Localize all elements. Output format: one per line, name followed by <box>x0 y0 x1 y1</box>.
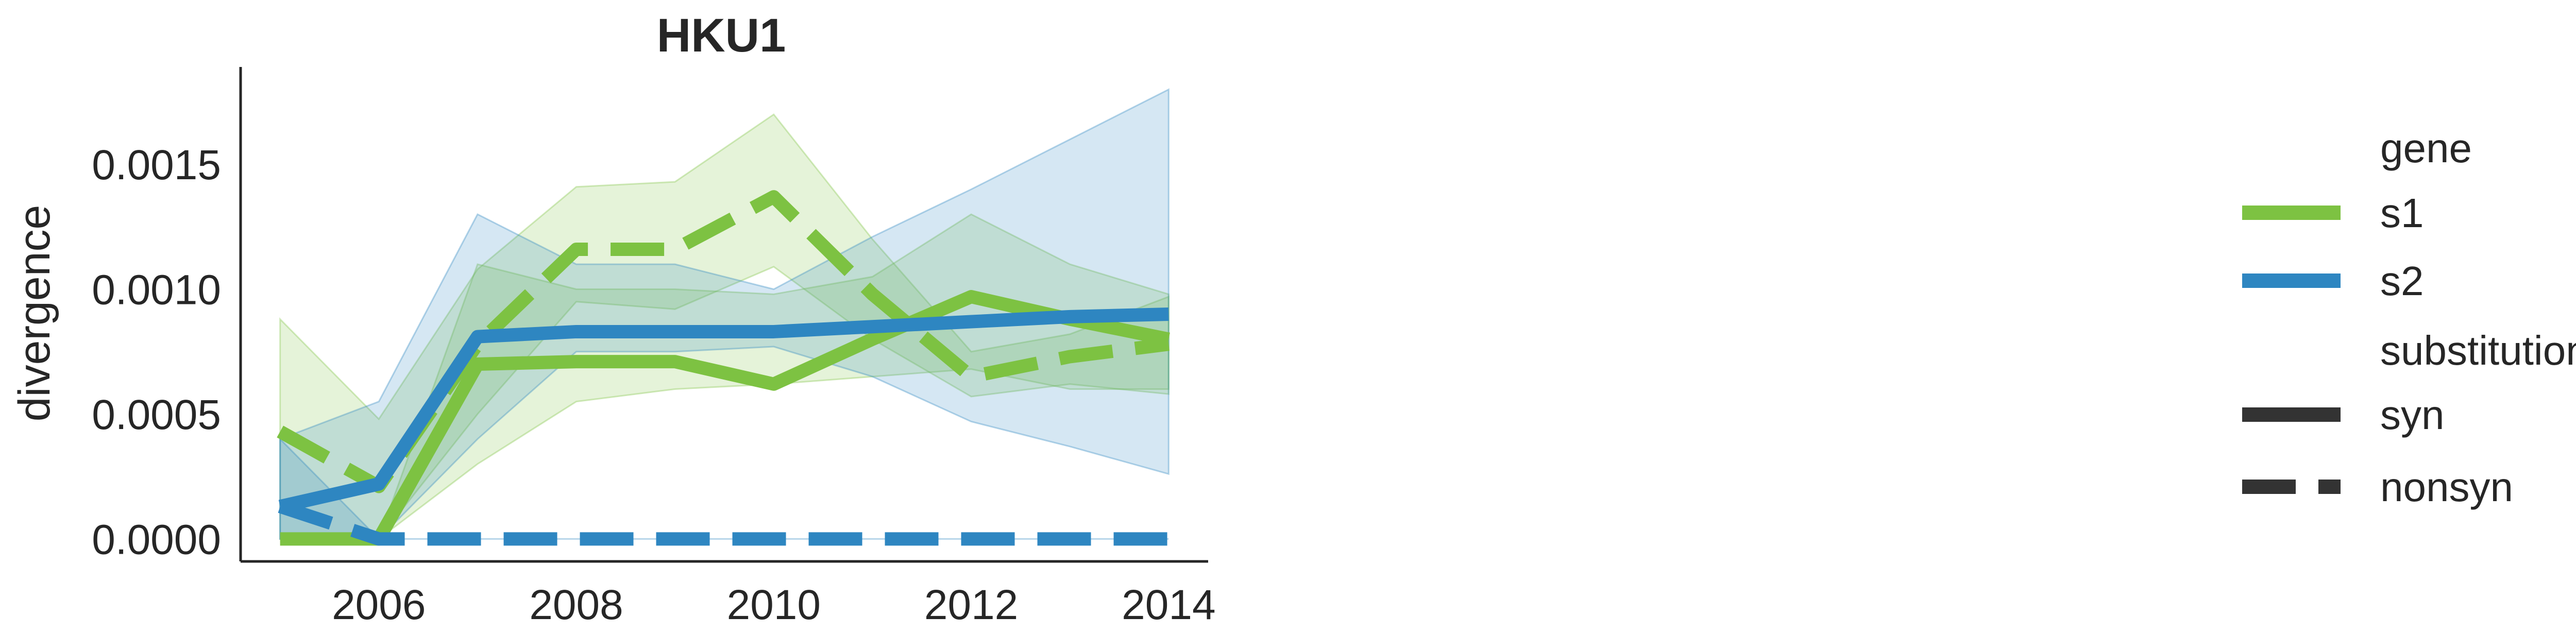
x-tick-label: 2008 <box>529 581 623 628</box>
confidence-band-s2-syn <box>279 88 1170 540</box>
x-tick-label: 2010 <box>727 581 821 628</box>
tick-labels: 2006 2008 2010 2012 2014 0.0000 0.0005 0.0010 0.… <box>92 142 1215 628</box>
legend-gene-title: gene <box>2380 125 2472 171</box>
legend-syn-label: syn <box>2380 392 2445 438</box>
y-tick-label: 0.0015 <box>92 142 221 189</box>
y-axis-label: divergence <box>10 205 59 422</box>
chart-title: HKU1 <box>657 9 786 62</box>
legend-nonsyn-label: nonsyn <box>2380 464 2513 510</box>
legend-substitution-title: substitution <box>2380 328 2576 373</box>
legend-s1-label: s1 <box>2380 190 2424 236</box>
series-line-s2-nonsyn <box>278 500 1169 546</box>
axes <box>239 67 1208 563</box>
x-tick-label: 2006 <box>332 581 426 628</box>
y-tick-label: 0.0000 <box>92 516 221 563</box>
y-tick-label: 0.0005 <box>92 391 221 438</box>
legend-s2-label: s2 <box>2380 258 2424 304</box>
x-tick-label: 2012 <box>924 581 1018 628</box>
confidence-band-s1-nonsyn <box>279 113 1170 540</box>
series-line-s2-syn <box>278 307 1169 514</box>
series-lines <box>277 190 1170 546</box>
x-tick-label: 2014 <box>1122 581 1215 628</box>
legend: gene s1 s2 substitution syn nonsyn <box>2242 125 2576 510</box>
y-tick-label: 0.0010 <box>92 267 221 314</box>
series-line-s1-syn <box>280 290 1170 546</box>
